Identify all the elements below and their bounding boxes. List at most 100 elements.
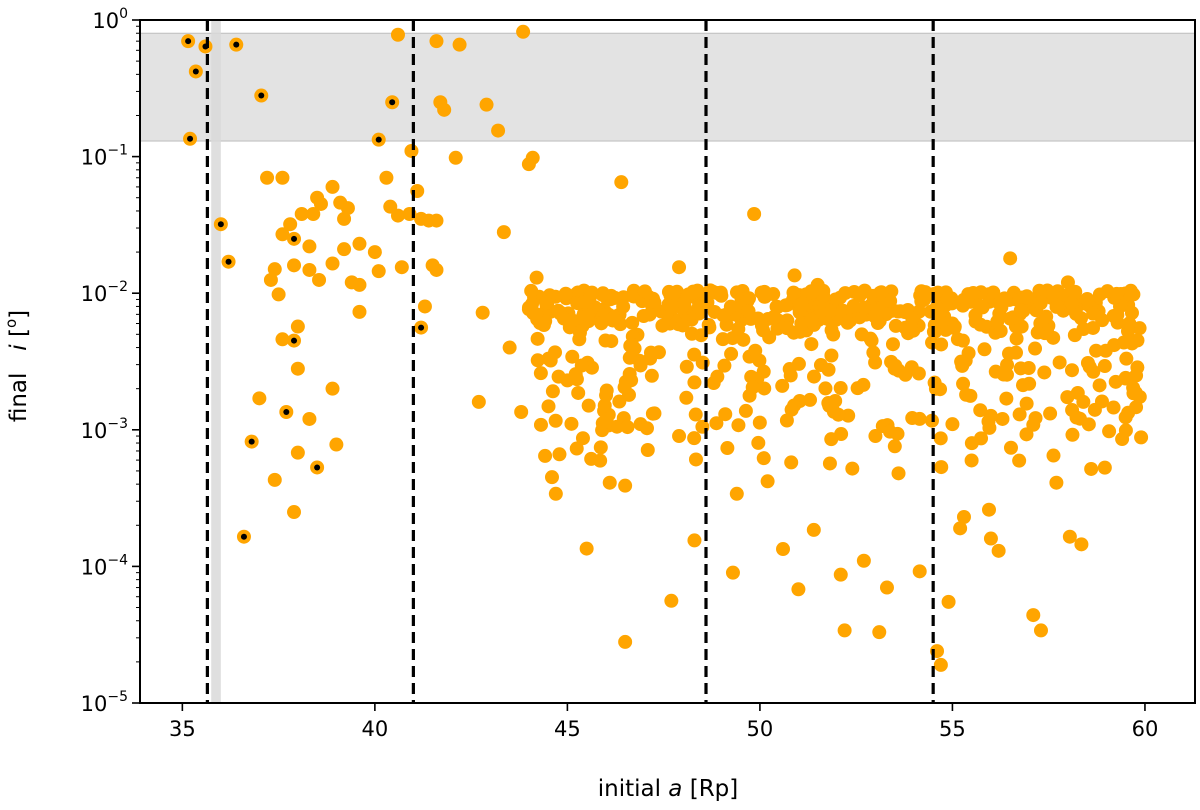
data-point: [514, 404, 529, 419]
data-point: [751, 435, 766, 450]
data-point: [717, 358, 732, 373]
data-point: [622, 366, 637, 381]
data-point: [1065, 403, 1080, 418]
data-point: [352, 304, 367, 319]
data-point: [995, 411, 1010, 426]
marked-point-center: [248, 438, 255, 445]
data-point: [887, 439, 902, 454]
data-point: [642, 307, 657, 322]
data-point: [1030, 325, 1045, 340]
data-point: [1064, 363, 1079, 378]
data-point: [850, 381, 865, 396]
data-point: [738, 403, 753, 418]
data-point: [581, 398, 596, 413]
data-point: [756, 451, 771, 466]
data-point: [616, 299, 631, 314]
data-point: [688, 407, 703, 422]
data-point: [448, 150, 463, 165]
data-point: [782, 362, 797, 377]
data-point: [580, 308, 595, 323]
data-point: [828, 393, 843, 408]
data-point: [575, 431, 590, 446]
data-point: [306, 207, 321, 222]
data-point: [565, 349, 580, 364]
data-point: [891, 466, 906, 481]
data-point: [835, 303, 850, 318]
data-point: [912, 564, 927, 579]
data-point: [872, 625, 887, 640]
marked-point-center: [375, 136, 382, 143]
data-point: [845, 461, 860, 476]
data-point: [275, 170, 290, 185]
data-point: [745, 380, 760, 395]
data-point: [1118, 423, 1133, 438]
data-point: [302, 239, 317, 254]
data-point: [805, 285, 820, 300]
data-point: [429, 34, 444, 49]
data-point: [748, 343, 763, 358]
data-point: [584, 451, 599, 466]
data-point: [687, 533, 702, 548]
data-point: [1009, 331, 1024, 346]
data-point: [725, 565, 740, 580]
data-point: [1002, 346, 1017, 361]
data-point: [857, 300, 872, 315]
data-point: [599, 383, 614, 398]
data-point: [655, 318, 670, 333]
data-point: [617, 380, 632, 395]
y-tick-label: 10−2: [81, 279, 128, 306]
data-point: [496, 225, 511, 240]
data-point: [846, 298, 861, 313]
data-point: [679, 359, 694, 374]
data-point: [1080, 291, 1095, 306]
data-point: [1106, 309, 1121, 324]
data-point: [325, 256, 340, 271]
data-point: [791, 582, 806, 597]
data-point: [516, 24, 531, 39]
data-point: [302, 262, 317, 277]
data-point: [579, 541, 594, 556]
data-point: [833, 567, 848, 582]
data-point: [947, 321, 962, 336]
data-point: [973, 317, 988, 332]
data-point: [429, 213, 444, 228]
data-point: [620, 420, 635, 435]
data-point: [824, 348, 839, 363]
data-point: [1086, 306, 1101, 321]
data-point: [757, 381, 772, 396]
y-tick-label: 10−3: [81, 416, 128, 443]
data-point: [1019, 396, 1034, 411]
data-point: [1102, 424, 1117, 439]
data-point: [775, 378, 790, 393]
data-point: [552, 447, 567, 462]
data-point: [824, 323, 839, 338]
data-point: [954, 354, 969, 369]
data-point: [593, 440, 608, 455]
data-point: [905, 411, 920, 426]
y-tick-label: 10−5: [81, 689, 128, 716]
data-point: [471, 394, 486, 409]
data-point: [1123, 283, 1138, 298]
data-point: [1013, 303, 1028, 318]
data-point: [1033, 296, 1048, 311]
marked-point-center: [192, 68, 199, 75]
data-point: [287, 505, 302, 520]
data-point: [1118, 371, 1133, 386]
data-point: [1109, 286, 1124, 301]
data-point: [1028, 341, 1043, 356]
marked-point-center: [185, 38, 192, 45]
data-point: [786, 325, 801, 340]
data-point: [1097, 460, 1112, 475]
data-point: [945, 417, 960, 432]
data-point: [539, 295, 554, 310]
data-point: [352, 236, 367, 251]
data-point: [803, 392, 818, 407]
data-point: [394, 260, 409, 275]
data-point: [367, 245, 382, 260]
data-point: [417, 299, 432, 314]
data-point: [679, 390, 694, 405]
data-point: [452, 37, 467, 52]
data-point: [1134, 430, 1149, 445]
data-point: [352, 277, 367, 292]
data-point: [275, 332, 290, 347]
